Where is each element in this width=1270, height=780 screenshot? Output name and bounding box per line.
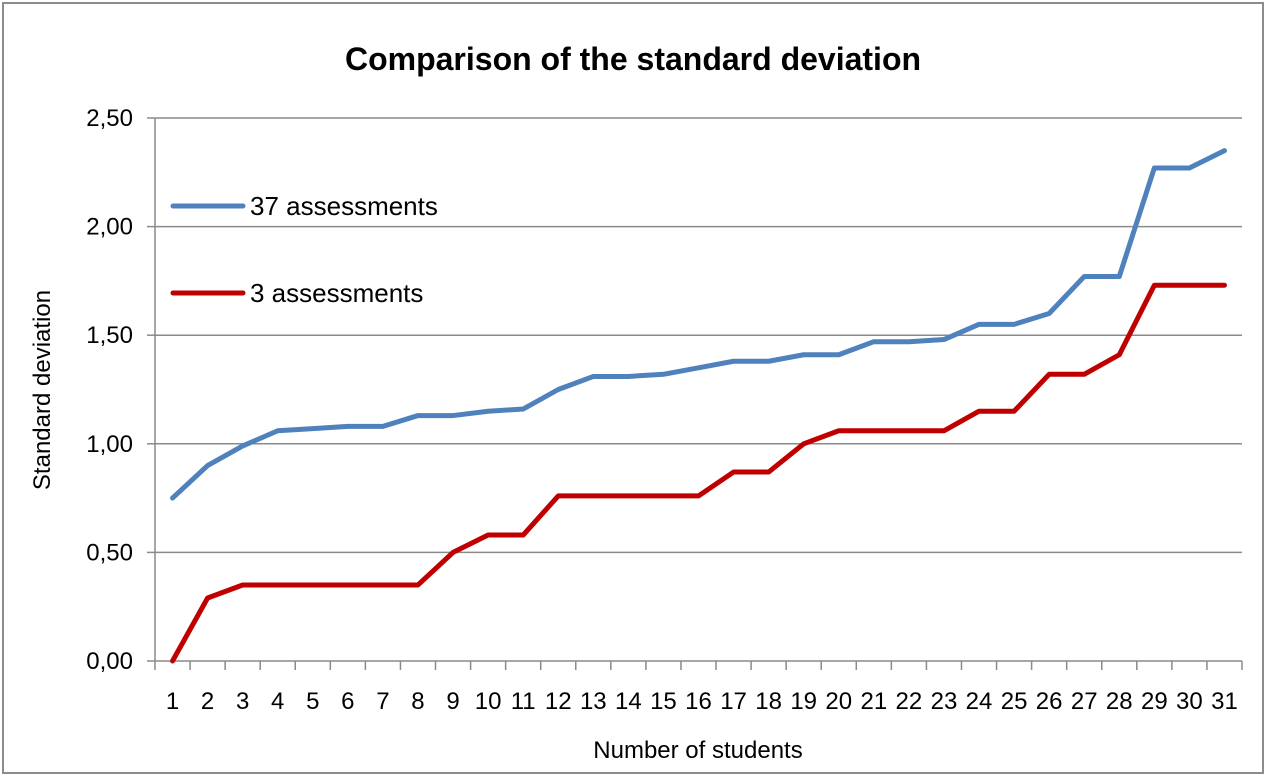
- x-tick-label: 29: [1141, 688, 1168, 715]
- series-line-1: [170, 148, 1227, 501]
- x-axis-label: Number of students: [593, 737, 802, 764]
- x-tick-label: 11: [511, 688, 536, 715]
- x-tick-label: 30: [1176, 688, 1203, 715]
- legend-label-1: 37 assessments: [250, 191, 438, 221]
- x-tick-label: 27: [1071, 688, 1098, 715]
- gridlines: [155, 117, 1242, 554]
- x-tick-label: 3: [236, 688, 249, 715]
- y-tick-labels: 0,00 0,50 1,00 1,50 2,00 2,50: [86, 105, 133, 675]
- y-tick-label: 1,50: [86, 322, 133, 349]
- series-lines: [170, 148, 1227, 664]
- x-tick-label: 5: [306, 688, 319, 715]
- x-tick-label: 31: [1211, 688, 1238, 715]
- legend: 37 assessments 3 assessments: [170, 191, 438, 308]
- x-tick-label: 24: [966, 688, 993, 715]
- x-tick-label: 18: [755, 688, 782, 715]
- axes: [147, 117, 1243, 670]
- x-tick-label: 14: [615, 688, 642, 715]
- legend-label-2: 3 assessments: [250, 278, 423, 308]
- x-tick-label: 23: [931, 688, 958, 715]
- x-tick-label: 25: [1001, 688, 1028, 715]
- y-tick-label: 1,00: [86, 431, 133, 458]
- y-tick-label: 0,00: [86, 648, 133, 675]
- x-tick-label: 16: [685, 688, 712, 715]
- y-axis-label: Standard deviation: [29, 290, 56, 490]
- x-tick-label: 26: [1036, 688, 1063, 715]
- y-tick-label: 0,50: [86, 539, 133, 566]
- x-tick-label: 19: [790, 688, 817, 715]
- x-tick-label: 1: [166, 688, 179, 715]
- y-tick-label: 2,50: [86, 105, 133, 132]
- x-tick-label: 4: [271, 688, 284, 715]
- x-tick-label: 28: [1106, 688, 1133, 715]
- x-tick-label: 10: [475, 688, 502, 715]
- x-tick-label: 15: [650, 688, 677, 715]
- x-tick-label: 22: [896, 688, 923, 715]
- x-tick-labels: 1 2 3 4 5 6 7 8 9 10 11 12 13 14 15 16 17 18 19 20 21 22 23 24 2…: [166, 688, 1238, 715]
- x-tick-label: 21: [860, 688, 887, 715]
- x-tick-label: 20: [825, 688, 852, 715]
- x-tick-label: 6: [341, 688, 354, 715]
- chart-title: Comparison of the standard deviation: [345, 41, 921, 77]
- x-tick-label: 8: [411, 688, 424, 715]
- x-tick-label: 9: [446, 688, 459, 715]
- x-tick-label: 12: [545, 688, 572, 715]
- x-tick-label: 2: [201, 688, 214, 715]
- y-tick-label: 2,00: [86, 214, 133, 241]
- x-tick-label: 17: [720, 688, 747, 715]
- x-tick-label: 7: [376, 688, 389, 715]
- x-tick-label: 13: [580, 688, 607, 715]
- series-line-2: [170, 282, 1227, 664]
